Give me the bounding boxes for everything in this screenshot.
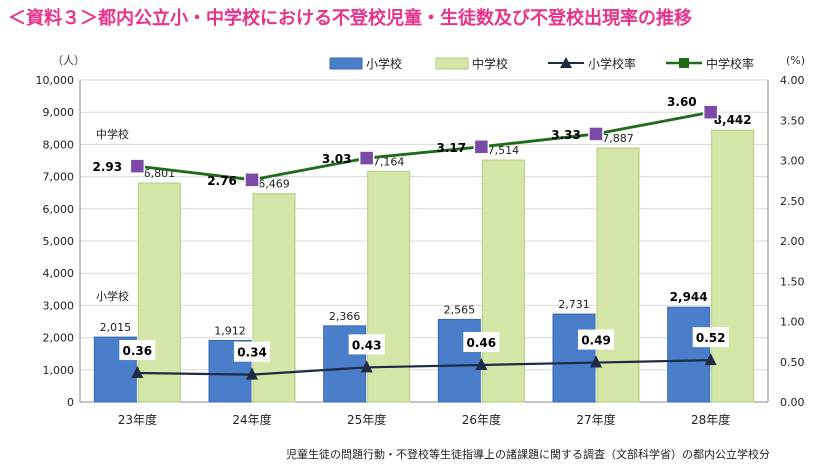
bar-junior-high	[481, 159, 525, 403]
y-left-tick-label: 5,000	[43, 235, 75, 248]
bar-label-elementary: 2,366	[329, 310, 361, 323]
legend-marker-junior-high-rate	[679, 58, 689, 68]
marker-junior-high-rate	[702, 104, 719, 120]
bar-label-junior-high: 7,514	[488, 144, 520, 157]
y-right-tick-label: 3.50	[780, 114, 805, 127]
point-label-junior-high-rate: 3.17	[437, 141, 467, 155]
x-tick-label: 25年度	[347, 412, 386, 427]
bar-junior-high	[596, 147, 640, 403]
data-label-bg	[119, 340, 156, 361]
point-label-elementary-rate: 0.43	[352, 338, 382, 352]
marker-elementary-rate	[704, 353, 717, 366]
data-label-bg	[578, 329, 614, 350]
bar-label-elementary: 2,731	[558, 298, 590, 311]
y-right-tick-label: 1.50	[780, 275, 805, 288]
y-right-tick-label: 2.50	[780, 195, 805, 208]
y-left-tick-label: 2,000	[43, 332, 75, 345]
bar-label-junior-high: 7,164	[373, 155, 405, 168]
annotation-junior-high: 中学校	[96, 127, 129, 141]
bar-label-elementary: 2,015	[100, 321, 132, 334]
point-label-junior-high-rate: 2.76	[207, 174, 237, 188]
point-label-junior-high-rate: 3.03	[322, 152, 352, 166]
legend-swatch-elementary	[329, 57, 363, 70]
y-left-tick-label: 10,000	[36, 74, 75, 87]
y-left-tick-label: 7,000	[43, 171, 75, 184]
x-tick-label: 23年度	[118, 412, 157, 427]
legend-label-elementary: 小学校	[366, 56, 402, 71]
marker-elementary-rate	[590, 355, 602, 368]
bar-elementary	[667, 306, 711, 403]
x-tick-label: 27年度	[576, 412, 615, 427]
x-tick-label: 28年度	[691, 412, 730, 427]
y-left-tick-label: 3,000	[43, 299, 75, 312]
marker-elementary-rate	[246, 367, 258, 380]
bar-label-junior-high: 7,887	[602, 132, 634, 145]
marker-junior-high-rate	[588, 126, 604, 142]
y-left-tick-label: 0	[67, 396, 74, 409]
point-label-elementary-rate: 0.52	[696, 331, 726, 345]
bar-label-elementary: 2,944	[670, 290, 708, 304]
point-label-elementary-rate: 0.36	[123, 344, 153, 358]
line-elementary-rate	[137, 359, 711, 376]
marker-junior-high-rate	[473, 139, 490, 155]
legend-swatch-junior-high	[435, 57, 469, 70]
bar-label-elementary: 1,912	[214, 324, 246, 337]
y-right-tick-label: 2.00	[780, 235, 805, 248]
bar-elementary	[552, 313, 596, 403]
bar-junior-high	[252, 193, 296, 403]
bar-elementary	[437, 318, 481, 403]
point-label-junior-high-rate: 3.60	[667, 95, 697, 109]
data-label-bg	[692, 327, 729, 348]
marker-junior-high-rate	[129, 158, 146, 174]
x-tick-label: 26年度	[462, 412, 501, 427]
y-left-tick-label: 9,000	[43, 106, 75, 119]
point-label-junior-high-rate: 2.93	[93, 160, 123, 174]
bar-junior-high	[367, 170, 411, 403]
point-label-junior-high-rate: 3.33	[551, 128, 581, 142]
data-label-bg	[463, 331, 500, 352]
y-left-tick-label: 4,000	[43, 267, 75, 280]
y-left-tick-label: 1,000	[43, 364, 75, 377]
bar-junior-high	[137, 182, 181, 403]
x-tick-label: 24年度	[232, 412, 271, 427]
y-right-tick-label: 0.00	[780, 396, 805, 409]
y-left-tick-label: 8,000	[43, 138, 75, 151]
y-right-tick-label: 4.00	[780, 74, 805, 87]
data-label-bg	[234, 341, 270, 362]
point-label-elementary-rate: 0.34	[237, 346, 267, 360]
source-note: 児童生徒の問題行動・不登校等生徒指導上の諸課題に関する調査（文部科学省）の都内公…	[286, 448, 770, 461]
marker-elementary-rate	[475, 357, 488, 370]
line-junior-high-rate	[137, 110, 711, 182]
y-right-tick-label: 1.00	[780, 316, 805, 329]
bar-junior-high	[711, 129, 755, 403]
y-right-tick-label: 3.00	[780, 155, 805, 168]
data-label-bg	[348, 334, 385, 355]
annotation-elementary: 小学校	[96, 289, 129, 303]
y-right-unit: (%)	[786, 54, 805, 67]
legend-marker-elementary-rate	[560, 57, 572, 68]
legend-label-junior-high: 中学校	[472, 56, 508, 71]
bar-label-elementary: 2,565	[444, 303, 476, 316]
legend-label-elementary-rate: 小学校率	[588, 56, 636, 71]
point-label-elementary-rate: 0.46	[467, 336, 497, 350]
point-label-elementary-rate: 0.49	[581, 334, 611, 348]
y-left-tick-label: 6,000	[43, 203, 75, 216]
legend-label-junior-high-rate: 中学校率	[706, 56, 754, 71]
y-left-unit: （人）	[52, 54, 85, 67]
marker-elementary-rate	[360, 360, 373, 373]
y-right-tick-label: 0.50	[780, 356, 805, 369]
marker-elementary-rate	[131, 366, 144, 379]
marker-junior-high-rate	[244, 172, 260, 188]
bar-label-junior-high: 6,469	[258, 178, 290, 191]
page-title: ＜資料３＞都内公立小・中学校における不登校児童・生徒数及び不登校出現率の推移	[8, 8, 692, 29]
bar-label-junior-high: 8,442	[714, 113, 752, 127]
marker-junior-high-rate	[358, 150, 375, 166]
